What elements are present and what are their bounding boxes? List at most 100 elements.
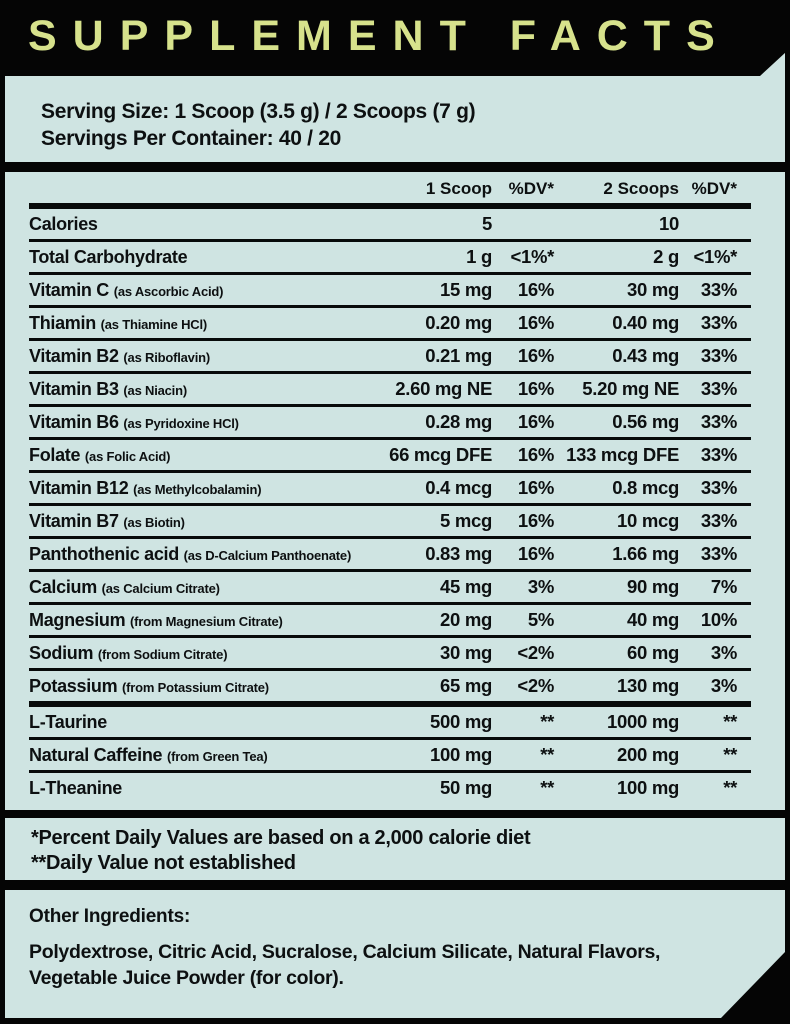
amount-1-scoop: 20 mg <box>440 609 492 630</box>
amount-2-scoops: 0.56 mg <box>612 411 679 432</box>
nutrient-name: Vitamin B2 (as Riboflavin) <box>29 345 210 366</box>
table-row: Magnesium (from Magnesium Citrate) 20 mg… <box>29 605 751 638</box>
dv-1-scoop: 16% <box>517 510 554 531</box>
dv-2-scoops: ** <box>723 711 737 732</box>
table-row: Vitamin B2 (as Riboflavin) 0.21 mg 16% 0… <box>29 341 751 374</box>
footnote-percent-dv: *Percent Daily Values are based on a 2,0… <box>31 827 531 849</box>
header-2-scoops: 2 Scoops <box>603 179 679 198</box>
amount-2-scoops: 0.40 mg <box>612 312 679 333</box>
dv-2-scoops: 33% <box>700 411 737 432</box>
servings-per-container-line: Servings Per Container: 40 / 20 <box>41 127 341 150</box>
nutrient-source: (as Folic Acid) <box>84 448 171 464</box>
nutrient-name: Folate (as Folic Acid) <box>29 444 171 465</box>
header-divider-rule <box>29 203 751 209</box>
dv-1-scoop: 16% <box>517 279 554 300</box>
dv-1-scoop: 16% <box>517 378 554 399</box>
nutrient-name: Sodium (from Sodium Citrate) <box>29 642 228 663</box>
nutrient-source: (from Sodium Citrate) <box>97 646 228 662</box>
nutrient-source: (as D-Calcium Panthoenate) <box>183 547 352 563</box>
table-row: Vitamin B3 (as Niacin) 2.60 mg NE 16% 5.… <box>29 374 751 407</box>
dv-1-scoop: ** <box>540 777 554 798</box>
dv-1-scoop: 16% <box>517 411 554 432</box>
label-title: SUPPLEMENT FACTS <box>28 12 731 60</box>
amount-2-scoops: 0.43 mg <box>612 345 679 366</box>
dv-2-scoops: 3% <box>710 642 737 663</box>
dv-1-scoop: 16% <box>517 543 554 564</box>
serving-info-panel: Serving Size: 1 Scoop (3.5 g) / 2 Scoops… <box>5 52 785 162</box>
amount-2-scoops: 30 mg <box>627 279 679 300</box>
dv-2-scoops: 33% <box>700 543 737 564</box>
table-row: Vitamin B12 (as Methylcobalamin) 0.4 mcg… <box>29 473 751 506</box>
amount-2-scoops: 90 mg <box>627 576 679 597</box>
dv-2-scoops: 3% <box>710 675 737 696</box>
nutrient-source: (as Methylcobalamin) <box>133 481 262 497</box>
dv-2-scoops: 10% <box>700 609 737 630</box>
dv-1-scoop: 16% <box>517 312 554 333</box>
nutrient-name: Calcium (as Calcium Citrate) <box>29 576 220 597</box>
dv-2-scoops: 33% <box>700 444 737 465</box>
other-ingredients-heading: Other Ingredients: <box>29 906 191 927</box>
dv-1-scoop: <2% <box>517 642 554 663</box>
amount-1-scoop: 2.60 mg NE <box>395 378 492 399</box>
other-ingredients-list: Polydextrose, Citric Acid, Sucralose, Ca… <box>29 941 661 989</box>
amount-1-scoop: 30 mg <box>440 642 492 663</box>
amount-1-scoop: 45 mg <box>440 576 492 597</box>
table-row: Vitamin B6 (as Pyridoxine HCl) 0.28 mg 1… <box>29 407 751 440</box>
nutrient-source: (as Calcium Citrate) <box>101 580 220 596</box>
dv-2-scoops: ** <box>723 744 737 765</box>
nutrient-source: (from Magnesium Citrate) <box>130 613 283 629</box>
nutrient-name: Potassium (from Potassium Citrate) <box>29 675 269 696</box>
dv-2-scoops: 33% <box>700 345 737 366</box>
table-row: Calcium (as Calcium Citrate) 45 mg 3% 90… <box>29 572 751 605</box>
amount-2-scoops: 133 mcg DFE <box>566 444 679 465</box>
amount-1-scoop: 66 mcg DFE <box>389 444 492 465</box>
amount-1-scoop: 1 g <box>466 246 492 267</box>
dv-1-scoop: 3% <box>527 576 554 597</box>
table-row: Natural Caffeine (from Green Tea) 100 mg… <box>29 740 751 773</box>
amount-1-scoop: 15 mg <box>440 279 492 300</box>
dv-2-scoops: ** <box>723 777 737 798</box>
amount-1-scoop: 50 mg <box>440 777 492 798</box>
table-row: Calories 5 10 <box>29 209 751 242</box>
dv-1-scoop: ** <box>540 711 554 732</box>
table-row: Potassium (from Potassium Citrate) 65 mg… <box>29 671 751 707</box>
nutrient-source: (as Pyridoxine HCl) <box>123 415 239 431</box>
amount-2-scoops: 200 mg <box>617 744 679 765</box>
footnote-dv-not-established: **Daily Value not established <box>31 852 296 874</box>
table-row: Sodium (from Sodium Citrate) 30 mg <2% 6… <box>29 638 751 671</box>
nutrient-name: Magnesium (from Magnesium Citrate) <box>29 609 283 630</box>
amount-2-scoops: 60 mg <box>627 642 679 663</box>
nutrient-source: (from Potassium Citrate) <box>122 679 269 695</box>
amount-1-scoop: 5 <box>482 213 492 234</box>
table-row: L-Taurine 500 mg ** 1000 mg ** <box>29 707 751 740</box>
table-row: Thiamin (as Thiamine HCl) 0.20 mg 16% 0.… <box>29 308 751 341</box>
dv-1-scoop: ** <box>540 744 554 765</box>
table-row: Vitamin B7 (as Biotin) 5 mcg 16% 10 mcg … <box>29 506 751 539</box>
nutrient-name: Calories <box>29 213 98 234</box>
table-row: Folate (as Folic Acid) 66 mcg DFE 16% 13… <box>29 440 751 473</box>
nutrient-name: L-Theanine <box>29 777 123 798</box>
amount-1-scoop: 0.83 mg <box>425 543 492 564</box>
nutrient-name: Vitamin B7 (as Biotin) <box>29 510 185 531</box>
amount-2-scoops: 10 <box>659 213 679 234</box>
table-row: Panthothenic acid (as D-Calcium Panthoen… <box>29 539 751 572</box>
table-row: L-Theanine 50 mg ** 100 mg ** <box>29 773 751 803</box>
nutrient-source: (as Biotin) <box>123 514 185 530</box>
amount-1-scoop: 0.4 mcg <box>425 477 492 498</box>
dv-1-scoop: 5% <box>527 609 554 630</box>
dv-1-scoop: 16% <box>517 444 554 465</box>
nutrient-name: Total Carbohydrate <box>29 246 188 267</box>
facts-rows: Calories 5 10 Total Carbohydrate 1 g <1%… <box>29 209 751 803</box>
amount-1-scoop: 5 mcg <box>440 510 492 531</box>
dv-1-scoop: 16% <box>517 345 554 366</box>
nutrient-name: Vitamin B12 (as Methylcobalamin) <box>29 477 262 498</box>
nutrient-source: (from Green Tea) <box>166 748 268 764</box>
facts-table-header: 1 Scoop %DV* 2 Scoops %DV* <box>29 178 751 200</box>
nutrient-name: Vitamin B3 (as Niacin) <box>29 378 187 399</box>
dv-2-scoops: 33% <box>700 510 737 531</box>
nutrient-name: Vitamin C (as Ascorbic Acid) <box>29 279 224 300</box>
nutrient-source: (as Niacin) <box>123 382 187 398</box>
footnotes-panel: *Percent Daily Values are based on a 2,0… <box>5 818 785 880</box>
nutrient-name: Natural Caffeine (from Green Tea) <box>29 744 268 765</box>
